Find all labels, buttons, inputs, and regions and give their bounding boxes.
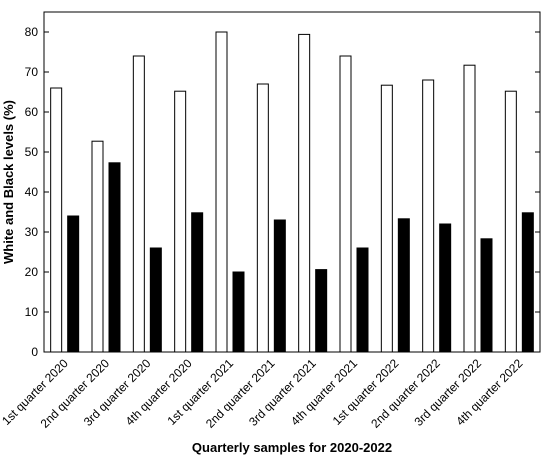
bar-white	[298, 33, 311, 353]
bar-black	[315, 269, 328, 353]
bar-black	[521, 212, 534, 353]
y-axis-title: White and Black levels (%)	[1, 100, 16, 264]
bar-white	[339, 55, 352, 353]
bar-white	[174, 90, 187, 353]
plot-frame	[43, 11, 541, 353]
y-tick-label: 10	[25, 305, 39, 319]
bar-black	[439, 223, 452, 353]
bar-black	[67, 215, 80, 353]
y-tick-label: 40	[25, 185, 39, 199]
bar-white	[380, 84, 393, 353]
bar-black	[191, 212, 204, 353]
bar-white	[50, 87, 63, 353]
y-tick-label: 50	[25, 145, 39, 159]
y-tick-label: 0	[31, 345, 38, 359]
bar-black	[397, 218, 410, 353]
bar-white	[215, 31, 228, 353]
bar-black	[356, 247, 369, 353]
bar-white	[132, 55, 145, 353]
y-tick-label: 60	[25, 105, 39, 119]
bar-black	[149, 247, 162, 353]
bar-white	[422, 79, 435, 353]
y-tick-label: 30	[25, 225, 39, 239]
bar-black	[108, 162, 121, 353]
bar-white	[504, 90, 517, 353]
bar-black	[480, 238, 493, 353]
x-axis-title: Quarterly samples for 2020-2022	[192, 440, 392, 455]
y-tick-label: 70	[25, 65, 39, 79]
y-tick-label: 80	[25, 25, 39, 39]
bar-black	[273, 219, 286, 353]
bar-white	[91, 140, 104, 353]
y-tick-label: 20	[25, 265, 39, 279]
y-axis-ticks: 0 10 20 30 40 50 60 70 80	[25, 25, 540, 359]
bar-white	[256, 83, 269, 353]
bar-white	[463, 64, 476, 353]
bars	[50, 31, 534, 353]
bar-black	[232, 271, 245, 353]
